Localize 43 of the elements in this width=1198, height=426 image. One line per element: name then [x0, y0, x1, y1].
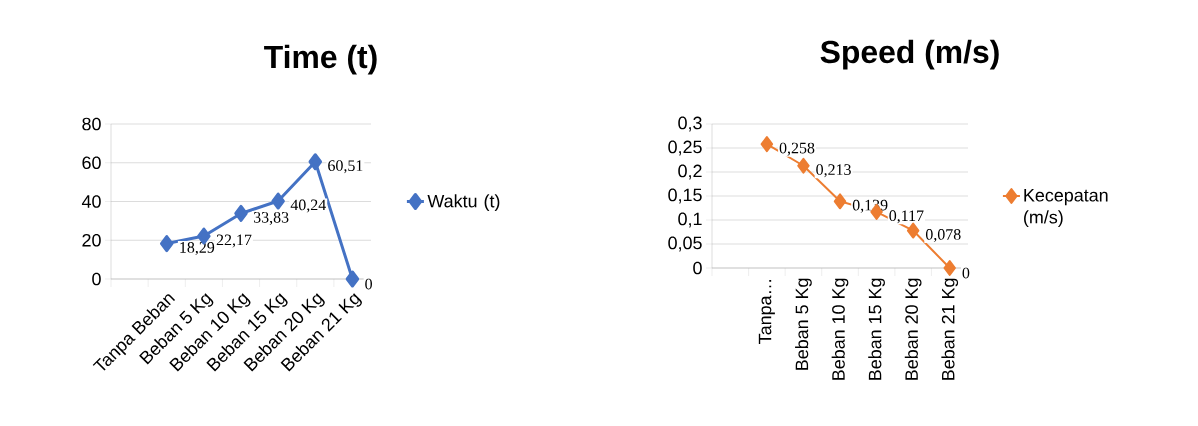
data-label: 0,117 [889, 210, 924, 224]
x-tick-label: Beban 15 Kg [868, 278, 885, 380]
y-tick-label: 0,25 [668, 140, 702, 156]
legend-label: Waktu (t) [427, 194, 500, 211]
data-label: 18,29 [180, 242, 215, 256]
y-tick-label: 80 [82, 117, 101, 131]
y-tick-label: 60 [82, 156, 101, 170]
y-tick-label: 40 [81, 195, 101, 208]
x-tick-label: Tanpa… [758, 279, 775, 344]
y-tick-label: 0,3 [678, 116, 702, 132]
point [234, 204, 248, 222]
point [345, 270, 360, 288]
point [760, 136, 774, 153]
y-tick-label: 0,05 [668, 236, 702, 252]
y-tick-label: 0 [693, 261, 702, 275]
chart-title: Time (t) [264, 44, 377, 75]
data-label: 0,078 [925, 229, 961, 243]
point [906, 222, 920, 239]
x-tick-label: Beban 20 Kg [904, 278, 922, 380]
y-tick-label: 0 [92, 272, 101, 286]
y-tick-label: 0,2 [678, 164, 702, 180]
x-tick-label: Beban 5 Kg [795, 278, 812, 370]
data-label: 0 [365, 278, 372, 290]
point [943, 260, 956, 276]
x-tick-label: Beban 10 Kg [831, 278, 849, 380]
point [271, 192, 285, 210]
point [308, 153, 323, 171]
data-label: 60,51 [328, 160, 363, 174]
y-tick-label: 0,15 [668, 188, 702, 204]
y-tick-label: 20 [82, 233, 101, 247]
data-label: 0 [962, 267, 970, 279]
data-label: 40,24 [290, 199, 326, 213]
legend-label: Kecepatan (m/s) [1024, 189, 1108, 228]
data-label: 0,213 [816, 164, 851, 178]
chart-title: Speed (m/s) [820, 39, 999, 70]
point [159, 235, 174, 253]
point [797, 157, 810, 174]
y-tick-label: 0,1 [678, 212, 702, 228]
point [833, 193, 847, 210]
x-tick-label: Beban 21 Kg [941, 278, 959, 380]
data-label: 22,17 [216, 234, 252, 248]
data-label: 33,83 [253, 211, 289, 225]
data-label: 0,258 [779, 142, 815, 156]
